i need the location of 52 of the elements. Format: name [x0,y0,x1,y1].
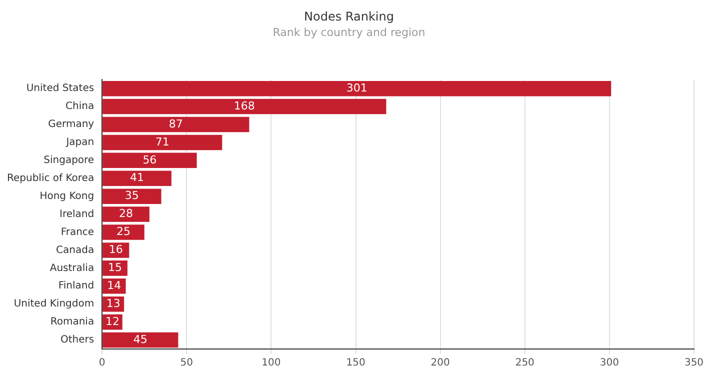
data-label: 14 [107,279,122,292]
data-label: 28 [119,207,134,220]
data-label: 25 [116,225,130,238]
data-label: 15 [108,261,122,274]
data-label: 87 [168,117,183,130]
data-label: 12 [105,314,120,328]
chart-subtitle: Rank by country and region [272,26,426,39]
x-tick-label: 100 [262,358,281,369]
data-label: 41 [130,171,144,184]
data-label: 168 [234,99,255,112]
y-tick-label: China [66,101,94,112]
bar [102,98,386,114]
y-tick-label: Romania [50,316,94,328]
y-tick-label: Ireland [59,208,94,220]
x-tick-label: 200 [430,358,450,369]
y-tick-label: Germany [48,119,94,130]
x-tick-label: 50 [180,358,194,369]
bar [102,332,178,348]
data-label: 13 [106,296,120,310]
bar [102,116,250,132]
y-tick-label: France [60,226,94,238]
y-tick-label: Australia [50,262,94,274]
y-tick-label: United Kingdom [14,298,94,310]
y-tick-label: Hong Kong [40,190,94,202]
y-tick-label: United States [26,83,94,94]
bar [102,170,172,186]
data-label: 35 [124,189,139,202]
x-tick-label: 300 [600,358,619,369]
x-tick-label: 150 [346,358,366,369]
data-label: 301 [346,81,368,94]
x-tick-label: 0 [98,358,106,369]
bar [102,80,612,96]
y-tick-label: Canada [56,244,94,256]
y-tick-label: Republic of Korea [6,172,94,184]
bar [102,152,197,168]
bar [102,278,126,294]
bar [102,206,150,222]
data-label: 71 [155,135,170,148]
chart-title: Nodes Ranking [304,9,394,24]
bar [102,224,144,240]
x-tick-label: 350 [684,358,704,369]
y-tick-label: Japan [65,137,94,148]
data-label: 45 [133,332,148,346]
bar [102,134,222,150]
data-label: 16 [108,243,123,256]
y-tick-label: Finland [58,280,94,292]
data-label: 56 [142,153,157,166]
bar [102,260,128,276]
y-tick-label: Singapore [44,155,94,166]
x-tick-label: 250 [515,358,534,369]
y-tick-label: Others [60,334,94,346]
bar [102,188,162,204]
